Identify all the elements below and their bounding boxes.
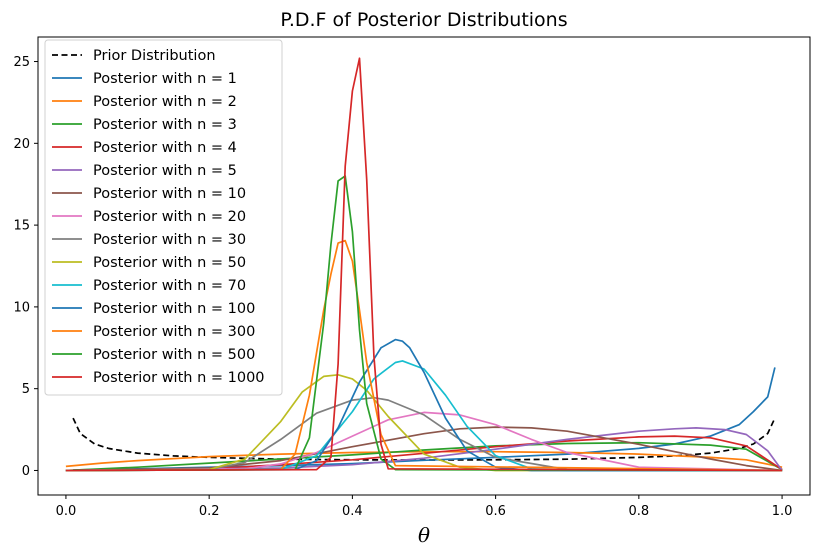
posterior-line-11: [65, 338, 783, 472]
legend-label: Posterior with n = 5: [93, 163, 237, 179]
x-tick-label: 0.4: [342, 504, 363, 519]
legend-label: Posterior with n = 100: [93, 301, 255, 317]
chart-title: P.D.F of Posterior Distributions: [280, 9, 567, 31]
legend-label: Posterior with n = 4: [93, 140, 237, 156]
y-tick-label: 20: [13, 137, 30, 152]
axes-frame: [37, 36, 811, 496]
posterior-line-9: [65, 373, 783, 472]
legend-label: Posterior with n = 1000: [93, 370, 265, 386]
legend-label: Posterior with n = 500: [93, 347, 255, 363]
posterior-line-6: [65, 426, 783, 472]
x-tick-label: 0.2: [199, 504, 220, 519]
legend-label: Posterior with n = 70: [93, 278, 246, 294]
y-tick-label: 5: [22, 382, 30, 397]
legend-label: Posterior with n = 3: [93, 117, 237, 133]
posterior-line-2: [65, 450, 783, 469]
legend-label: Posterior with n = 20: [93, 209, 246, 225]
legend-label: Posterior with n = 2: [93, 94, 237, 110]
posterior-line-14: [65, 57, 783, 472]
posterior-line-5: [65, 427, 783, 472]
legend-box: [44, 39, 283, 396]
x-tick-label: 0.0: [56, 504, 77, 519]
legend-label: Posterior with n = 300: [93, 324, 255, 340]
y-tick-label: 0: [22, 464, 30, 479]
legend-label: Posterior with n = 1: [93, 71, 237, 87]
legend-label: Posterior with n = 30: [93, 232, 246, 248]
x-tick-label: 0.8: [628, 504, 649, 519]
legend-label: Prior Distribution: [93, 48, 216, 64]
x-tick-label: 0.6: [485, 504, 506, 519]
legend-label: Posterior with n = 10: [93, 186, 246, 202]
posterior-line-7: [65, 411, 783, 472]
x-axis-label: θ: [418, 523, 430, 547]
y-tick-label: 15: [13, 219, 30, 234]
plot-area: 0.0 0.2 0.4 0.6 0.8 1.0 0 5 10 15 20 25 Prior Distri…: [13, 36, 811, 519]
legend-label: Posterior with n = 50: [93, 255, 246, 271]
posterior-line-3: [65, 441, 783, 472]
y-tick-label: 25: [13, 55, 30, 70]
x-tick-label: 1.0: [772, 504, 793, 519]
y-tick-label: 10: [13, 300, 30, 315]
